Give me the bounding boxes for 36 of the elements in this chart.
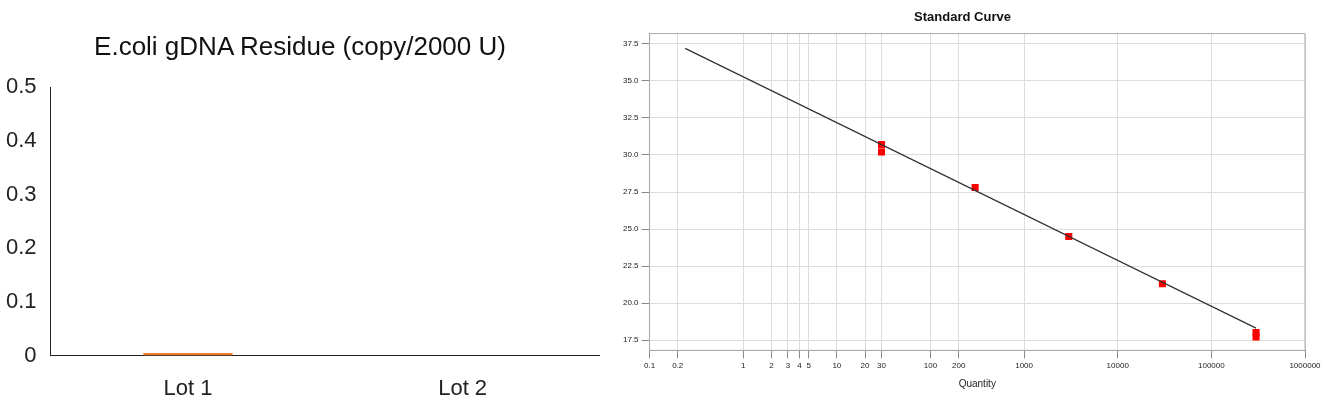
x-tick-label: 100000 [1198, 361, 1226, 371]
y-tick-label: 32.5 [622, 113, 640, 123]
y-tick-label: 0.1 [5, 287, 37, 313]
x-tick-label: Lot 2 [438, 374, 488, 400]
x-tick-label: 200 [951, 361, 966, 371]
y-tick-label: 20.0 [622, 298, 640, 308]
x-tick-label: 1000000 [1289, 361, 1322, 371]
chart-title: E.coli gDNA Residue (copy/2000 U) [94, 30, 506, 61]
x-tick-label: 10 [832, 361, 842, 371]
x-tick-label: Lot 1 [163, 374, 213, 400]
x-tick-label: 3 [785, 361, 791, 371]
y-tick-label: 0.5 [5, 73, 37, 99]
x-tick-label: 5 [806, 361, 812, 371]
x-tick-label: 1000 [1015, 361, 1034, 371]
x-tick-label: 0.1 [644, 361, 656, 371]
x-tick-label: 100 [923, 361, 938, 371]
y-tick-label: 25.0 [622, 224, 640, 234]
y-tick-label: 0.3 [5, 180, 37, 206]
y-tick-label: 30.0 [622, 150, 640, 160]
x-tick-label: 2 [769, 361, 775, 371]
y-tick-label: 0.2 [5, 234, 37, 260]
x-tick-label: 1 [740, 361, 746, 371]
y-tick-label: 0 [24, 341, 37, 367]
y-tick-label: 27.5 [622, 187, 640, 197]
x-tick-label: 4 [797, 361, 803, 371]
chart-title: Standard Curve [914, 9, 1011, 25]
x-tick-label: 30 [877, 361, 887, 371]
x-tick-label: 0.2 [672, 361, 684, 371]
y-tick-label: 37.5 [622, 39, 640, 49]
y-tick-label: 17.5 [622, 335, 640, 345]
x-tick-label: 20 [860, 361, 871, 371]
y-tick-label: 0.4 [5, 126, 37, 152]
y-tick-label: 35.0 [622, 76, 640, 86]
x-axis-title: Quantity [958, 377, 996, 389]
x-tick-label: 10000 [1106, 361, 1130, 371]
y-tick-label: 22.5 [622, 261, 640, 271]
